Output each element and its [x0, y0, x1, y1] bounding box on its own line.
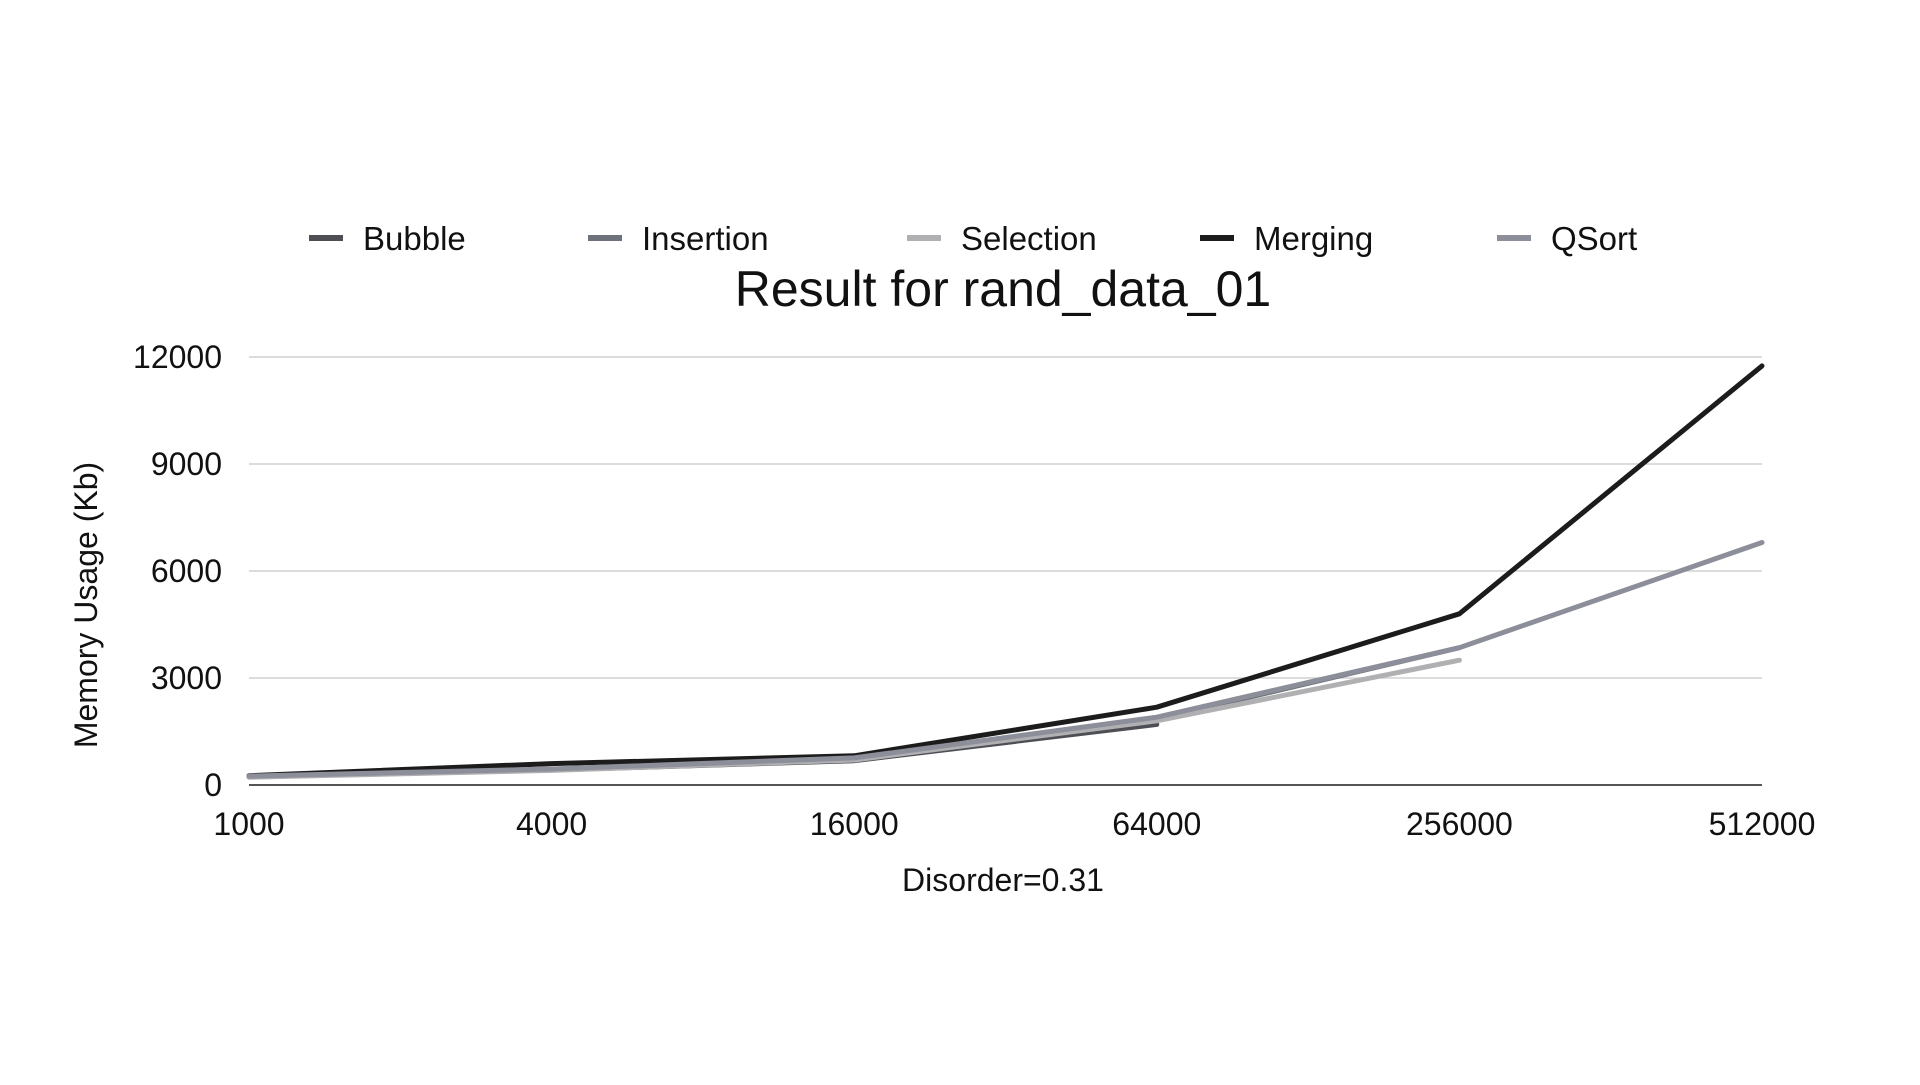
legend-label: Bubble [363, 220, 466, 257]
legend-label: Insertion [642, 220, 769, 257]
legend-label: Merging [1254, 220, 1373, 257]
x-tick-label: 1000 [213, 806, 284, 842]
legend-item-insertion: Insertion [588, 220, 769, 257]
series-lines [246, 363, 1765, 780]
legend-item-qsort: QSort [1497, 220, 1637, 257]
gridlines [249, 356, 1762, 679]
legend-label: QSort [1551, 220, 1637, 257]
legend: Bubble Insertion Selection Merging QSort [309, 220, 1637, 257]
y-tick-label: 9000 [151, 446, 222, 482]
x-axis-ticks: 1000 4000 16000 64000 256000 512000 [213, 806, 1815, 842]
x-tick-label: 64000 [1112, 806, 1201, 842]
x-tick-label: 4000 [516, 806, 587, 842]
legend-item-bubble: Bubble [309, 220, 466, 257]
x-axis-label: Disorder=0.31 [902, 862, 1104, 898]
y-tick-label: 3000 [151, 660, 222, 696]
y-tick-label: 12000 [133, 339, 222, 375]
legend-item-merging: Merging [1200, 220, 1373, 257]
x-tick-label: 256000 [1406, 806, 1513, 842]
x-tick-label: 16000 [810, 806, 899, 842]
legend-item-selection: Selection [907, 220, 1097, 257]
y-axis-label: Memory Usage (Kb) [68, 462, 104, 748]
legend-label: Selection [961, 220, 1097, 257]
x-tick-label: 512000 [1709, 806, 1816, 842]
y-tick-label: 6000 [151, 553, 222, 589]
y-tick-label: 0 [204, 767, 222, 803]
series-line-merging [246, 363, 1765, 779]
series-line-qsort [246, 540, 1765, 779]
y-axis-ticks: 0 3000 6000 9000 12000 [133, 339, 222, 803]
chart-title: Result for rand_data_01 [735, 261, 1271, 317]
